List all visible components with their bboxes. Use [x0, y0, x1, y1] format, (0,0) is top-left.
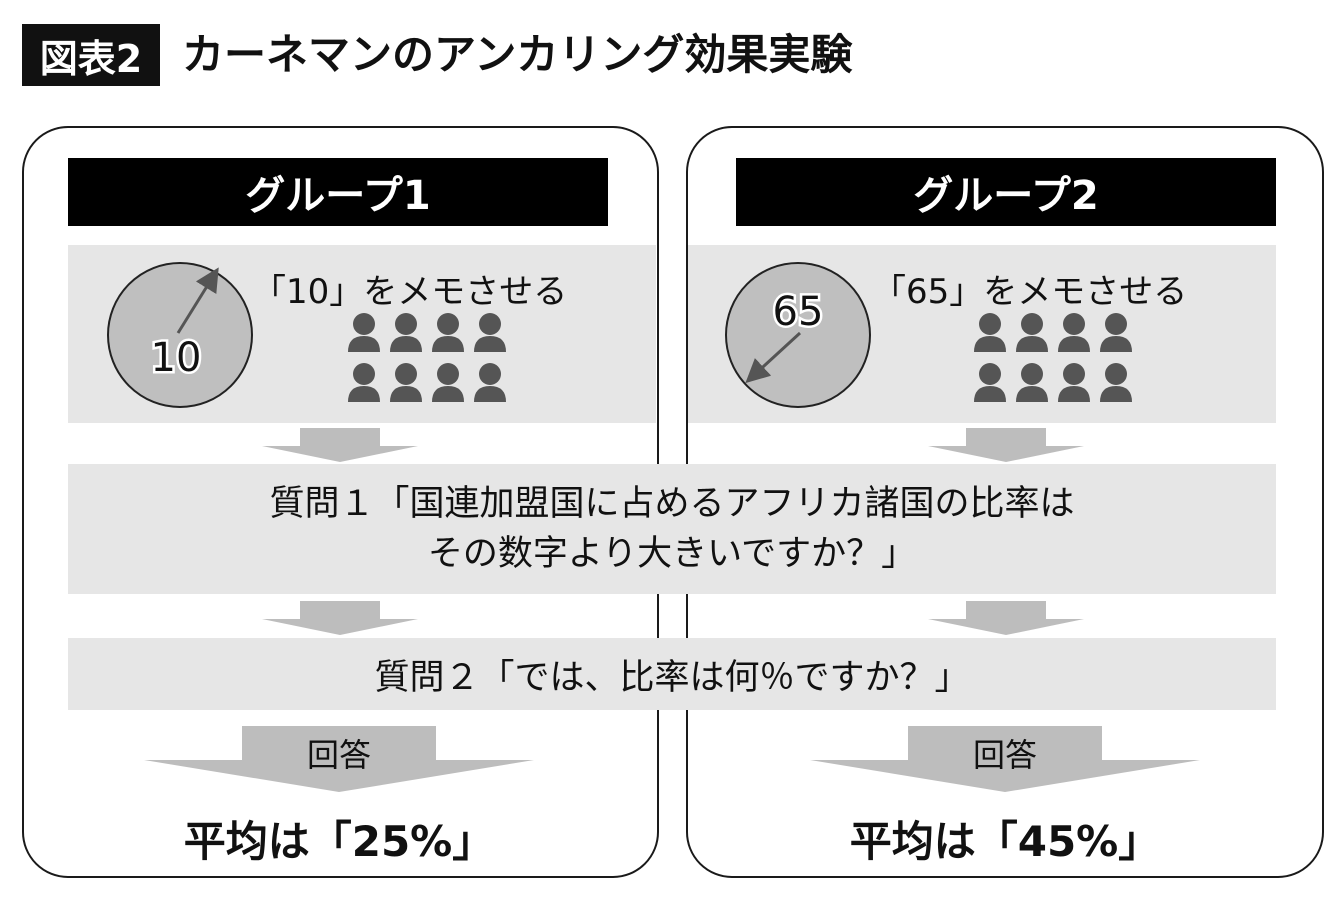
person-icon	[974, 313, 1006, 352]
group-1-answer-label: 回答	[239, 730, 439, 776]
question-1-line-1: 質問１「国連加盟国に占めるアフリカ諸国の比率は	[269, 479, 1074, 529]
group-1-result: 平均は「25%」	[139, 808, 539, 869]
group-2-down-arrow-2	[926, 601, 1086, 635]
person-icon	[474, 313, 506, 352]
group-2-dial: 65	[722, 259, 874, 411]
group-1-memo-text: 「10」をメモさせる	[252, 264, 567, 313]
person-icon	[432, 363, 464, 402]
person-icon	[1016, 313, 1048, 352]
person-icon	[432, 313, 464, 352]
group-1-people	[340, 312, 520, 412]
person-icon	[1100, 313, 1132, 352]
dial-number: 65	[773, 289, 824, 335]
group-2-memo-text: 「65」をメモさせる	[872, 264, 1187, 313]
group-2-header: グループ2	[736, 158, 1276, 226]
group-2-down-arrow-1	[926, 428, 1086, 462]
person-icon	[1016, 363, 1048, 402]
person-icon	[348, 313, 380, 352]
group-1-header: グループ1	[68, 158, 608, 226]
group-1-dial: 10	[104, 259, 256, 411]
group-2-answer-label: 回答	[905, 730, 1105, 776]
person-icon	[390, 363, 422, 402]
group-1-down-arrow-2	[260, 601, 420, 635]
person-icon	[1058, 313, 1090, 352]
group-2-people	[966, 312, 1146, 412]
figure-tag: 図表2	[22, 24, 160, 86]
person-icon	[1100, 363, 1132, 402]
dial-number: 10	[151, 335, 202, 381]
group-1-down-arrow-1	[260, 428, 420, 462]
person-icon	[1058, 363, 1090, 402]
figure-title: カーネマンのアンカリング効果実験	[182, 24, 852, 86]
person-icon	[390, 313, 422, 352]
person-icon	[474, 363, 506, 402]
question-2-box: 質問２「では、比率は何％ですか？」	[68, 638, 1276, 710]
person-icon	[974, 363, 1006, 402]
question-1-line-2: その数字より大きいですか？」	[428, 529, 916, 579]
person-icon	[348, 363, 380, 402]
question-1-box: 質問１「国連加盟国に占めるアフリカ諸国の比率は その数字より大きいですか？」	[68, 464, 1276, 594]
question-2-text: 質問２「では、比率は何％ですか？」	[374, 649, 969, 700]
group-2-result: 平均は「45%」	[805, 808, 1205, 869]
